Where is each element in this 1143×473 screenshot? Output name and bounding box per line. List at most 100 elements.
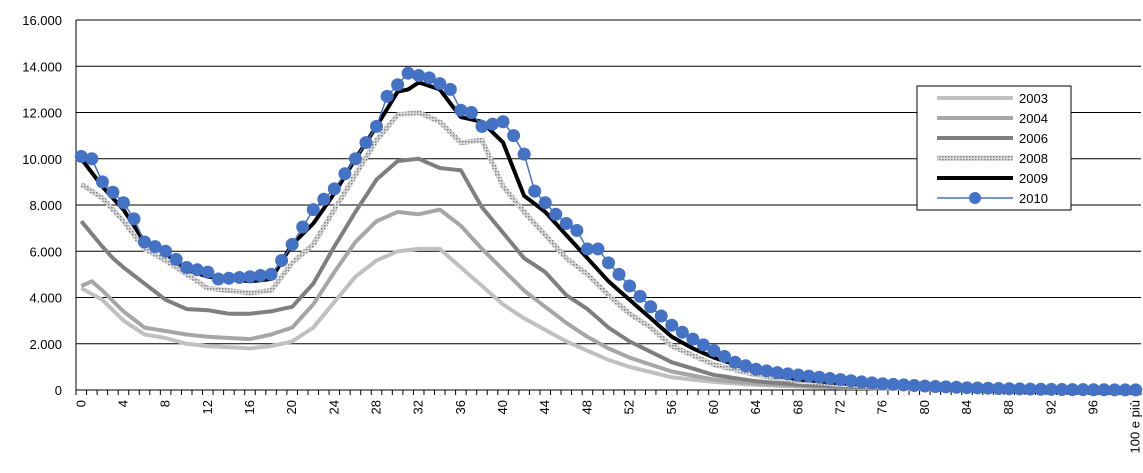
x-tick-label: 4: [115, 400, 130, 407]
data-point-2010: [486, 117, 500, 131]
x-tick-label: 72: [832, 400, 847, 414]
data-point-2010: [264, 267, 278, 281]
data-point-2010: [559, 217, 573, 230]
data-point-2010: [496, 115, 510, 129]
legend-label-2009: 2009: [1019, 171, 1048, 186]
x-tick-label: 56: [664, 400, 679, 414]
y-tick-label: 14.000: [22, 59, 62, 74]
data-point-2010: [370, 119, 384, 133]
data-point-2010: [1129, 383, 1143, 397]
x-tick-label: 92: [1043, 400, 1058, 414]
data-point-2010: [285, 237, 299, 251]
legend-label-2006: 2006: [1019, 131, 1048, 146]
data-point-2010: [717, 349, 731, 363]
x-tick-label: 84: [959, 400, 974, 414]
gridlines: [75, 19, 1141, 391]
data-point-2010: [159, 244, 173, 258]
y-tick-label: 6.000: [29, 244, 62, 259]
data-point-2010: [464, 106, 478, 119]
data-point-2010: [644, 300, 658, 314]
x-tick-label: 96: [1086, 400, 1101, 414]
y-tick-label: 12.000: [22, 106, 62, 121]
data-point-2010: [317, 192, 331, 206]
series-line-2003: [80, 246, 1136, 392]
y-tick-label: 8.000: [29, 198, 62, 213]
legend-label-2004: 2004: [1019, 111, 1048, 126]
x-tick-label: 28: [369, 400, 384, 414]
x-tick-label: 88: [1001, 400, 1016, 414]
x-tick-label: 24: [326, 400, 341, 414]
x-tick-label: 0: [73, 400, 88, 407]
data-point-2010: [633, 289, 647, 303]
x-tick-label: 76: [875, 400, 890, 414]
data-point-2010: [675, 325, 689, 339]
data-point-2010: [570, 223, 584, 237]
data-point-2010: [602, 256, 615, 270]
x-tick-label: 48: [579, 400, 594, 414]
data-point-2010: [696, 338, 710, 352]
data-point-2010: [127, 212, 141, 226]
legend: 2003 2004 2006 2008 2009 2010: [916, 85, 1072, 211]
data-point-2010: [454, 103, 468, 117]
data-point-2010: [549, 207, 563, 221]
data-point-2010: [475, 119, 489, 133]
legend-label-2008: 2008: [1019, 151, 1048, 166]
data-point-2010: [412, 69, 426, 82]
data-point-2010: [201, 265, 215, 279]
data-point-2010: [391, 78, 405, 92]
data-point-2010: [327, 182, 341, 196]
legend-label-2010: 2010: [1019, 191, 1048, 206]
data-point-2010: [612, 267, 626, 281]
series-line-2004: [80, 207, 1136, 392]
data-point-2010: [296, 220, 310, 234]
data-point-2010: [591, 242, 605, 256]
data-point-2010: [707, 344, 721, 358]
data-point-2010: [760, 364, 774, 378]
x-tick-label: 64: [748, 400, 763, 414]
data-point-2010: [538, 196, 552, 210]
data-point-2010: [528, 184, 542, 198]
x-tick-label: 52: [622, 400, 637, 414]
legend-box: [916, 85, 1072, 211]
data-point-2010: [275, 254, 289, 267]
data-point-2010: [686, 332, 700, 346]
x-tick-label: 44: [537, 400, 552, 414]
x-tick-label: 8: [158, 400, 173, 407]
data-point-2010: [665, 318, 679, 332]
x-tick-label: 60: [706, 400, 721, 414]
data-point-2010: [507, 129, 521, 143]
y-tick-label: 10.000: [22, 152, 62, 167]
x-tick-label: 100 e più: [1128, 400, 1143, 454]
legend-marker-2010: [969, 192, 981, 204]
data-point-2010: [443, 82, 457, 96]
series-lines: [74, 66, 1143, 397]
y-tick-label: 0: [55, 383, 62, 398]
x-tick-label: 80: [917, 400, 932, 414]
x-tick-label: 40: [495, 400, 510, 414]
data-point-2010: [116, 196, 130, 210]
data-point-2010: [306, 203, 320, 217]
data-point-2010: [380, 89, 394, 103]
data-point-2010: [401, 66, 415, 80]
y-tick-label: 4.000: [29, 291, 62, 306]
data-point-2010: [359, 136, 373, 150]
x-tick-label: 20: [284, 400, 299, 414]
data-point-2010: [348, 152, 362, 166]
x-tick-label: 16: [242, 400, 257, 414]
data-point-2010: [654, 309, 668, 323]
y-tick-label: 16.000: [22, 13, 62, 28]
legend-label-2003: 2003: [1019, 91, 1048, 106]
data-point-2010: [169, 252, 183, 266]
x-axis: 0 4 8 12 16 20 24 28 32 36 40 44 48 52 56 60 64 68 72 76 80 8…: [73, 390, 1143, 454]
x-tick-label: 12: [200, 400, 215, 414]
y-axis-tick-labels: 0 2.000 4.000 6.000 8.000 10.000 12.000 14.000 1…: [22, 13, 62, 398]
data-point-2010: [180, 260, 194, 274]
x-tick-label: 36: [453, 400, 468, 414]
data-point-2010: [338, 167, 352, 181]
data-point-2010: [95, 175, 109, 189]
data-point-2010: [433, 77, 447, 91]
data-point-2010: [422, 71, 436, 85]
data-point-2010: [85, 152, 99, 166]
x-tick-label: 68: [790, 400, 805, 414]
